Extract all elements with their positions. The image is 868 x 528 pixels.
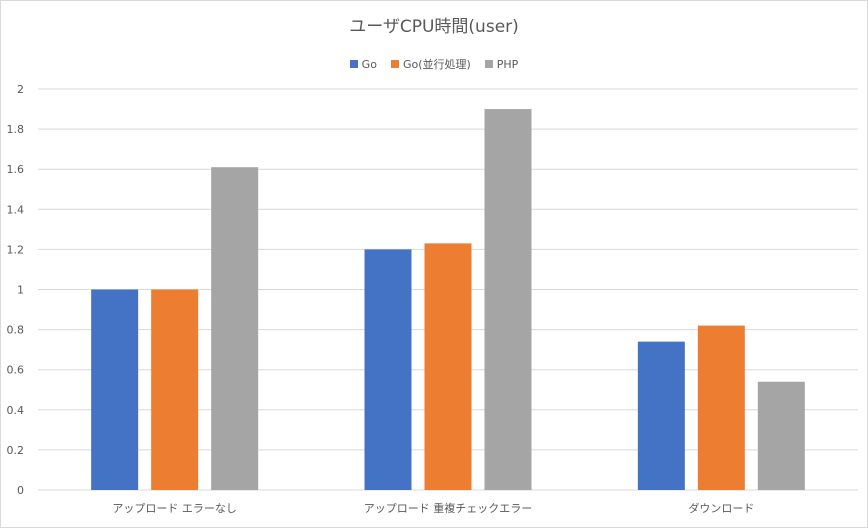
x-category-label: アップロード 重複チェックエラー [364,501,533,515]
y-tick-label: 1.8 [7,123,25,136]
y-tick-label: 0.2 [7,444,25,457]
legend-swatch-go [349,60,358,68]
bar-php-3 [757,381,805,490]
y-tick-label: 1.6 [7,163,25,176]
y-tick-label: 0.6 [7,364,25,377]
x-category-label: アップロード エラーなし [112,502,237,515]
bar-go--3 [697,325,745,490]
x-category-label: ダウンロード [688,501,754,515]
bar-go-3 [637,341,685,490]
y-tick-label: 1 [17,284,24,297]
bar-php-2 [484,109,532,491]
bar-go-1 [91,289,139,490]
legend-label-go: Go [361,57,377,71]
legend-item-go: Go [349,56,377,72]
legend-label-php: PHP [496,57,519,71]
y-tick-label: 0 [17,484,24,497]
bar-php-1 [211,167,259,490]
legend-label-go-parallel: Go(並行処理) [402,58,471,71]
chart-title: ユーザCPU時間(user) [349,17,519,37]
legend-item-go-parallel: Go(並行処理) [390,56,471,72]
y-tick-label: 0.4 [7,404,25,417]
legend-swatch-go-parallel [390,60,399,68]
bar-go--1 [151,289,199,490]
bar-go-2 [364,249,412,490]
y-tick-label: 1.4 [7,203,25,216]
legend-item-php: PHP [484,56,519,72]
y-tick-label: 1.2 [7,243,25,256]
bar-go--2 [424,243,472,490]
chart-legend: Go Go(並行処理) PHP [0,56,868,72]
y-tick-label: 2 [17,83,24,96]
legend-swatch-php [484,60,493,68]
y-tick-label: 0.8 [7,324,25,337]
